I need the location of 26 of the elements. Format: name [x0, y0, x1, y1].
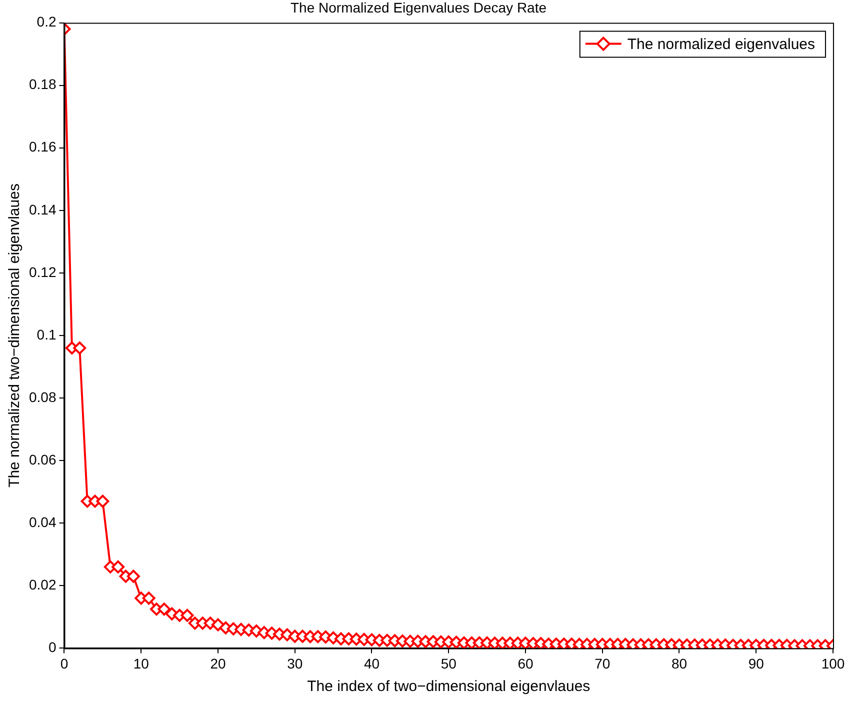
y-tick-label: 0.2	[36, 14, 56, 30]
x-tick-label: 0	[60, 655, 68, 672]
y-tick-label: 0.16	[29, 138, 56, 155]
y-tick-label: 0.1	[36, 326, 56, 342]
y-tick-label: 0.14	[29, 201, 56, 218]
y-tick-label: 0.02	[29, 576, 56, 593]
y-tick-label: 0.12	[29, 264, 56, 280]
x-tick-label: 80	[671, 655, 688, 672]
x-axis-title: The index of two−dimensional eigenvlaues	[307, 678, 590, 696]
x-tick-label: 10	[133, 655, 150, 672]
legend-label: The normalized eigenvalues	[627, 36, 816, 53]
chart-title: The Normalized Eigenvalues Decay Rate	[290, 0, 547, 16]
x-tick-label: 90	[748, 655, 764, 672]
x-tick-label: 20	[210, 655, 226, 672]
y-tick-label: 0.06	[29, 451, 56, 468]
x-tick-label: 70	[594, 655, 610, 672]
y-tick-label: 0.04	[29, 514, 56, 530]
y-tick-label: 0	[48, 639, 56, 656]
x-tick-label: 50	[440, 655, 457, 672]
x-tick-label: 40	[364, 655, 380, 672]
y-tick-label: 0.08	[29, 388, 56, 405]
x-tick-label: 60	[518, 655, 534, 672]
x-tick-label: 100	[821, 655, 845, 672]
y-axis-title: The normalized two−dimensional eigenvlaues	[6, 184, 24, 488]
x-tick-label: 30	[287, 655, 303, 672]
y-tick-label: 0.18	[29, 76, 56, 92]
